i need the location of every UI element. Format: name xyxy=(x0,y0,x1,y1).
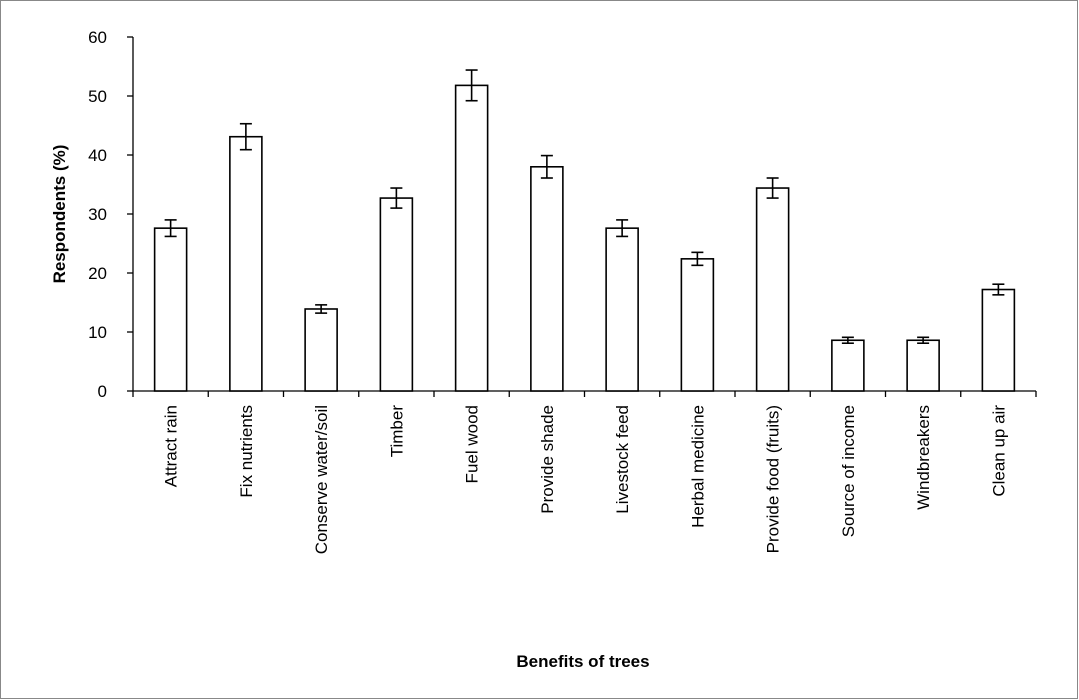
x-tick-label: Fuel wood xyxy=(463,405,482,483)
y-tick-label: 40 xyxy=(88,146,107,165)
y-tick-label: 50 xyxy=(88,87,107,106)
x-axis xyxy=(132,390,1037,397)
bar xyxy=(229,135,263,392)
error-bar xyxy=(992,283,1005,296)
bar xyxy=(680,258,715,392)
x-tick-label: Clean up air xyxy=(989,405,1008,497)
y-tick-label: 30 xyxy=(88,205,107,224)
bar xyxy=(981,288,1016,392)
bar xyxy=(755,187,790,392)
bar xyxy=(530,166,564,392)
y-tick-label: 60 xyxy=(88,28,107,47)
error-bar xyxy=(841,336,854,345)
y-tick-label: 0 xyxy=(98,382,107,401)
error-bar xyxy=(390,187,403,209)
error-bar xyxy=(315,304,328,314)
bar xyxy=(605,227,639,392)
bar xyxy=(153,227,188,392)
bar xyxy=(831,339,865,392)
x-tick-label: Windbreakers xyxy=(914,405,933,510)
bar xyxy=(304,308,338,392)
error-bars xyxy=(164,69,1005,345)
x-tick-label: Fix nutrients xyxy=(237,405,256,498)
bar xyxy=(906,339,940,392)
bar xyxy=(379,197,414,392)
x-tick-labels: Attract rain Fix nutrients Conserve water/… xyxy=(162,405,1009,555)
x-tick-label: Source of income xyxy=(839,405,858,537)
y-tick-label: 10 xyxy=(88,323,107,342)
error-bar xyxy=(917,336,930,345)
error-bar xyxy=(164,219,177,238)
x-tick-label: Conserve water/soil xyxy=(312,405,331,554)
y-axis-title: Respondents (%) xyxy=(50,145,69,284)
error-bar xyxy=(540,154,553,179)
error-bar xyxy=(766,177,779,199)
error-bar xyxy=(239,122,252,151)
bar xyxy=(454,84,489,392)
x-tick-label: Provide food (fruits) xyxy=(764,405,783,553)
error-bar xyxy=(616,219,629,238)
error-bar xyxy=(465,69,478,102)
x-tick-label: Herbal medicine xyxy=(688,405,707,528)
y-tick-label: 20 xyxy=(88,264,107,283)
y-tick-labels: 0 10 20 30 40 50 60 xyxy=(88,28,107,401)
x-tick-label: Attract rain xyxy=(162,405,181,487)
x-tick-label: Livestock feed xyxy=(613,405,632,514)
bars xyxy=(153,84,1016,392)
x-tick-label: Timber xyxy=(387,405,406,458)
x-axis-title: Benefits of trees xyxy=(516,652,649,671)
x-tick-label: Provide shade xyxy=(538,405,557,514)
y-axis xyxy=(127,36,134,392)
error-bar xyxy=(691,251,704,267)
